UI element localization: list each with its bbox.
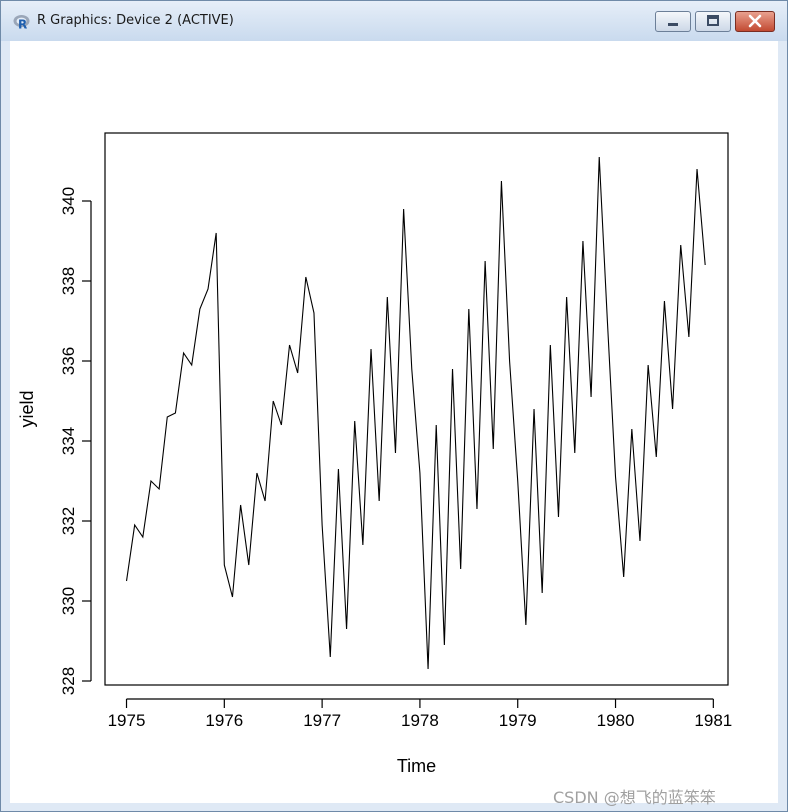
y-tick-label: 330 [59, 587, 78, 615]
series-line-0 [125, 156, 706, 670]
window-title: R Graphics: Device 2 (ACTIVE) [37, 13, 234, 28]
y-tick-label: 336 [59, 347, 78, 375]
watermark-text: CSDN @想飞的蓝笨笨 [553, 788, 716, 807]
y-tick-label: 332 [59, 507, 78, 535]
y-tick-label: 338 [59, 267, 78, 295]
x-tick-label: 1977 [303, 711, 341, 730]
x-tick-label: 1978 [401, 711, 439, 730]
minimize-icon [668, 23, 678, 26]
x-tick-label: 1975 [108, 711, 146, 730]
x-tick-label: 1981 [694, 711, 732, 730]
x-tick-label: 1980 [597, 711, 635, 730]
title-bar[interactable]: R R Graphics: Device 2 (ACTIVE) [1, 1, 787, 41]
y-tick-label: 328 [59, 667, 78, 695]
r-logo-icon: R [13, 15, 30, 31]
x-axis-label: Time [397, 756, 436, 776]
close-icon [748, 14, 762, 28]
maximize-button[interactable] [695, 11, 731, 32]
close-button[interactable] [735, 11, 775, 32]
svg-text:R: R [18, 18, 27, 31]
y-tick-label: 340 [59, 187, 78, 215]
graphics-device-area: 1975 1976 1977 1978 1979 1980 1981 328 330 332 334… [10, 41, 778, 803]
maximize-icon [707, 15, 719, 26]
y-axis-label: yield [17, 390, 37, 427]
y-tick-label: 334 [59, 427, 78, 455]
x-tick-label: 1976 [205, 711, 243, 730]
minimize-button[interactable] [655, 11, 691, 32]
line-chart: 1975 1976 1977 1978 1979 1980 1981 328 330 332 334… [17, 132, 732, 776]
plot-frame [104, 132, 729, 686]
x-tick-label: 1979 [499, 711, 537, 730]
